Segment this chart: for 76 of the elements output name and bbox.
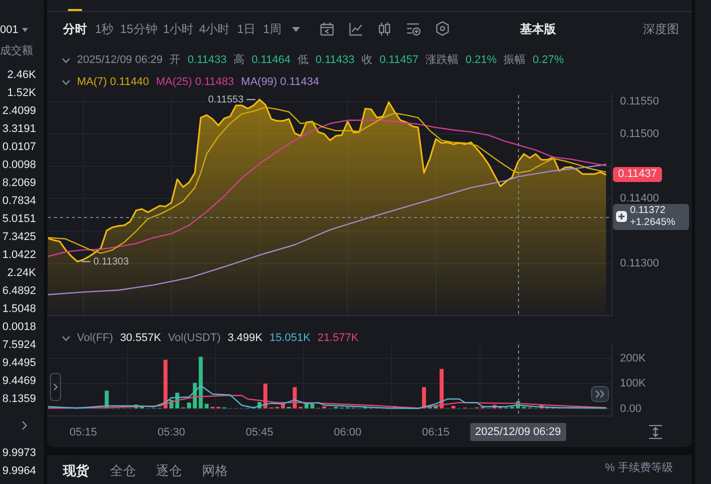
y-tick-label: 200K: [620, 352, 646, 364]
text: 基本版: [520, 22, 556, 36]
y-tick-label: 0.11550: [620, 96, 659, 108]
text: 0.11457: [380, 54, 418, 66]
text: 9.9964: [2, 464, 36, 476]
annotation: 2025/12/09 06:29: [470, 423, 566, 441]
text: 0.21%: [465, 54, 497, 66]
text: 2.24K: [7, 266, 36, 278]
text: 1.0422: [2, 248, 36, 260]
text: MA(25) 0.11483: [156, 76, 234, 88]
text: 0.7834: [2, 194, 36, 206]
text: 高: [234, 54, 245, 66]
text: 9.9973: [2, 446, 36, 458]
text: 21.577K: [317, 332, 358, 344]
annotation: 0.11372 +1.2645%: [630, 204, 676, 228]
text: MA(99) 0.11434: [241, 76, 320, 88]
text: 001: [0, 24, 18, 36]
text: 0.0018: [2, 320, 36, 332]
text: 1周: [263, 22, 282, 36]
text: 开: [170, 54, 181, 66]
text: 1日: [237, 22, 256, 36]
text: 现货: [63, 462, 89, 478]
annotation: 0.11303: [93, 256, 130, 268]
text: 15.051K: [269, 332, 310, 344]
x-tick-label: 05:15: [69, 426, 98, 439]
text: 0.11464: [252, 54, 291, 66]
text: 1秒: [95, 22, 114, 36]
annotation: 0.11437: [618, 167, 657, 182]
text: 2.4099: [2, 104, 36, 116]
text: 1.5048: [2, 302, 36, 314]
text: 8.1359: [2, 392, 36, 404]
text: 全仓: [110, 462, 136, 478]
x-tick-label: 05:45: [246, 426, 274, 439]
y-tick-label: 0.11400: [620, 192, 659, 205]
text: MA(7) 0.11440: [77, 76, 149, 88]
text: 7.3425: [2, 230, 36, 242]
text: 逐仓: [156, 462, 182, 478]
text: 收: [362, 54, 372, 66]
text: 1.52K: [7, 86, 36, 98]
y-tick-label: 100K: [620, 378, 646, 390]
text: 0.27%: [532, 54, 564, 66]
text: 振幅: [504, 54, 526, 66]
text: 0.0107: [2, 140, 36, 152]
text: 涨跌幅: [425, 54, 458, 66]
text: 15分钟: [120, 22, 158, 36]
y-tick-label: 0.00: [620, 402, 642, 415]
text: 成交额: [0, 44, 33, 56]
text: 9.4495: [2, 356, 36, 368]
text: 分时: [63, 22, 87, 36]
text: % 手续费等级: [605, 462, 673, 474]
x-tick-label: 06:15: [422, 426, 450, 439]
y-tick-label: 0.11500: [620, 128, 659, 140]
text: 2.46K: [7, 68, 36, 80]
text: 低: [298, 54, 309, 66]
x-tick-label: 05:30: [158, 426, 186, 439]
text: 30.557K: [120, 332, 162, 344]
text: 4小时: [199, 22, 230, 36]
text: 0.11433: [316, 54, 354, 66]
text: 9.4469: [2, 374, 36, 386]
text: 3.499K: [228, 332, 262, 344]
text: 深度图: [643, 22, 679, 36]
text: 5.0151: [2, 212, 36, 224]
text: Vol(FF): [77, 332, 114, 344]
text: 6.4892: [2, 284, 36, 296]
text: 8.2069: [2, 176, 36, 188]
x-tick-label: 06:00: [334, 426, 362, 439]
text: 2025/12/09 06:29: [77, 54, 163, 66]
annotation: 0.11553: [208, 94, 244, 106]
text: 0.0098: [2, 158, 36, 170]
text: 网格: [202, 462, 228, 478]
text: 3.3191: [2, 122, 36, 134]
y-tick-label: 0.11300: [620, 258, 659, 270]
text: 7.5924: [2, 338, 36, 350]
text: 0.11433: [188, 54, 227, 66]
text: Vol(USDT): [168, 332, 221, 344]
text: 1小时: [163, 22, 194, 36]
